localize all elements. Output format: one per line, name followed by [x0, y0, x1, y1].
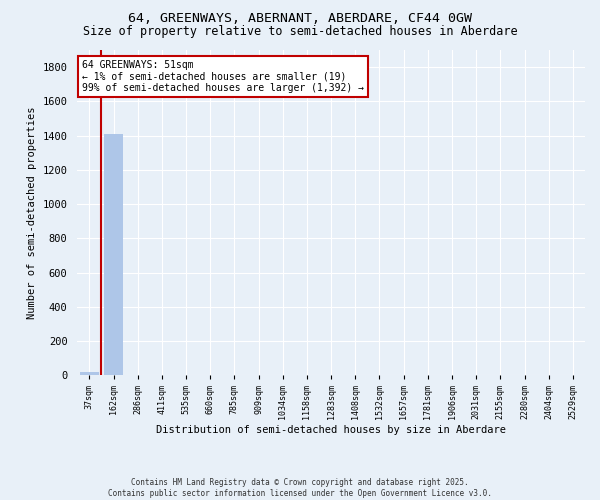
Text: 64, GREENWAYS, ABERNANT, ABERDARE, CF44 0GW: 64, GREENWAYS, ABERNANT, ABERDARE, CF44 … [128, 12, 472, 26]
Text: Size of property relative to semi-detached houses in Aberdare: Size of property relative to semi-detach… [83, 25, 517, 38]
Text: 64 GREENWAYS: 51sqm
← 1% of semi-detached houses are smaller (19)
99% of semi-de: 64 GREENWAYS: 51sqm ← 1% of semi-detache… [82, 60, 364, 93]
X-axis label: Distribution of semi-detached houses by size in Aberdare: Distribution of semi-detached houses by … [156, 425, 506, 435]
Text: Contains HM Land Registry data © Crown copyright and database right 2025.
Contai: Contains HM Land Registry data © Crown c… [108, 478, 492, 498]
Bar [80, 372, 99, 376]
Y-axis label: Number of semi-detached properties: Number of semi-detached properties [27, 106, 37, 319]
Bar [104, 134, 123, 376]
